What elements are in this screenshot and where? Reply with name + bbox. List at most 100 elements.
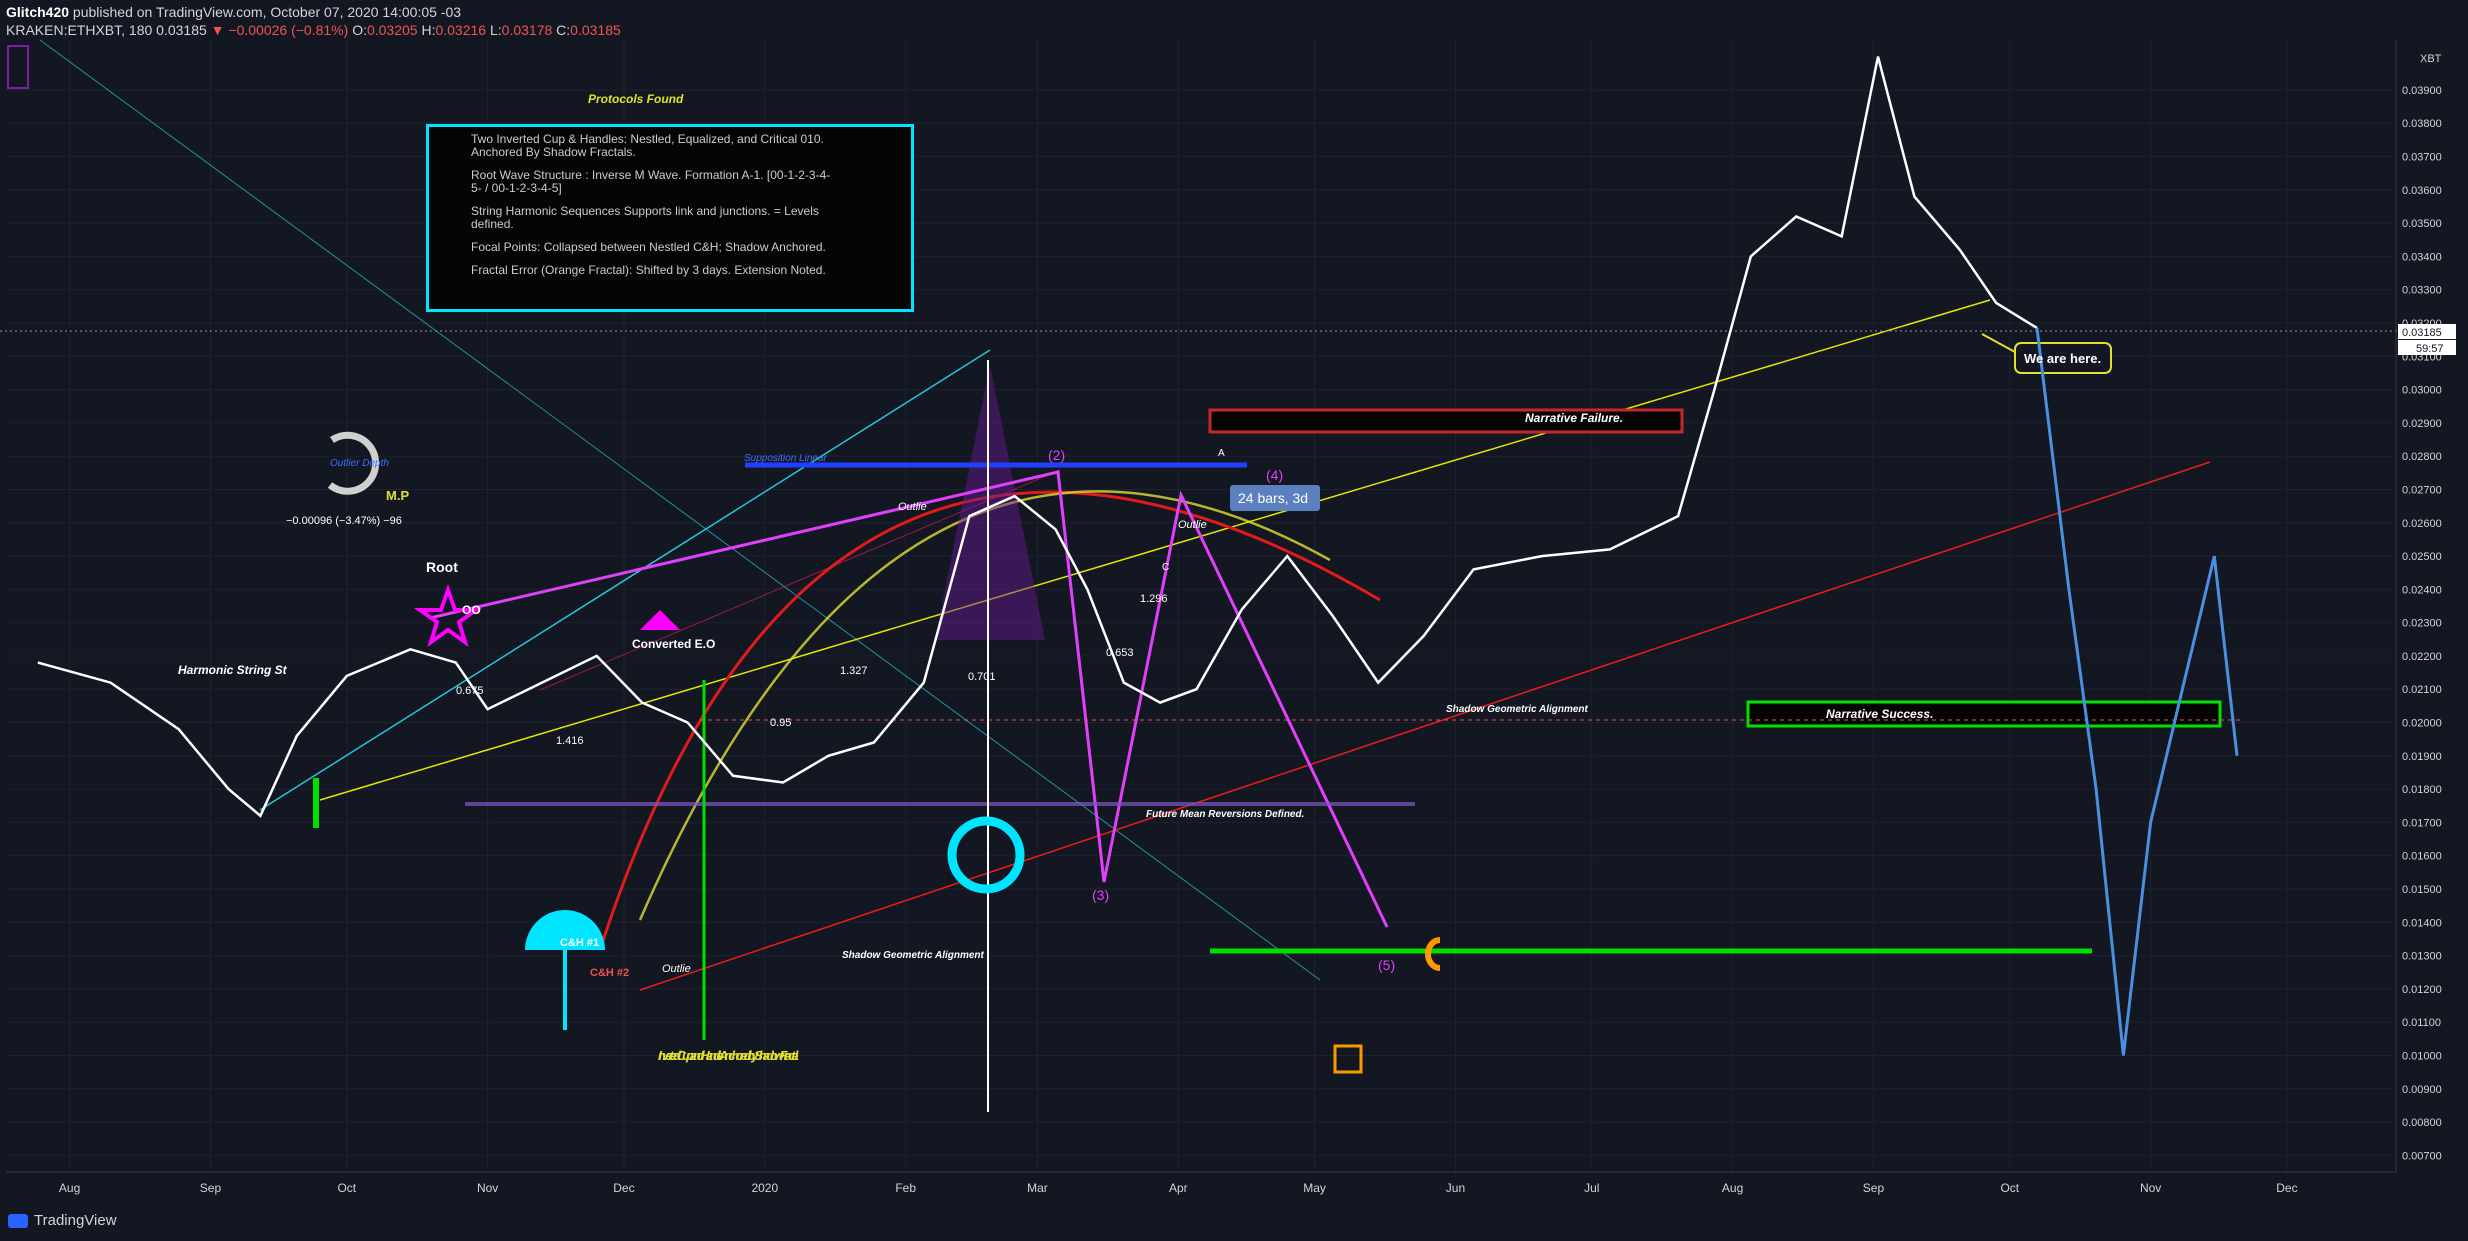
y-tick-label: 0.02800 <box>2402 451 2442 463</box>
tradingview-footer[interactable]: TradingView <box>8 1212 117 1229</box>
supposition-label: Supposition Linear <box>744 453 828 464</box>
we-are-here-label: We are here. <box>2024 351 2101 366</box>
y-tick-label: 0.00800 <box>2402 1117 2442 1129</box>
y-tick-label: 0.01600 <box>2402 851 2442 863</box>
we-are-here-pointer <box>1981 333 2016 353</box>
y-tick-label: 0.03900 <box>2402 85 2442 97</box>
outlier-depth-label: Outlier Depth <box>330 458 389 469</box>
symbol-header: KRAKEN:ETHXBT, 180 0.03185 ▼ −0.00026 (−… <box>6 22 621 38</box>
wave-3-label: (3) <box>1092 887 1109 903</box>
protocols-info-box: Two Inverted Cup & Handles: Nestled, Equ… <box>426 124 914 312</box>
y-tick-label: 0.01500 <box>2402 884 2442 896</box>
close-label: C: <box>556 22 571 38</box>
tradingview-logo-icon <box>8 1213 28 1228</box>
y-tick-label: 0.01200 <box>2402 984 2442 996</box>
price-scale-tags: XBT 0.03185 59:57 <box>2398 53 2456 355</box>
fib-0653-label: 0.653 <box>1106 647 1134 659</box>
outlier-label-b: Outlie <box>1178 519 1207 531</box>
current-price-tag <box>2398 324 2456 339</box>
x-tick-label: Nov <box>2140 1181 2161 1195</box>
info-line: String Harmonic Sequences Supports link … <box>471 204 819 231</box>
info-line: Root Wave Structure : Inverse M Wave. Fo… <box>471 168 831 195</box>
projection-line <box>2035 327 2239 1056</box>
wave-4-label: (4) <box>1266 467 1283 483</box>
y-tick-label: 0.01800 <box>2402 784 2442 796</box>
y-tick-label: 0.03000 <box>2402 385 2442 397</box>
y-tick-label: 0.01000 <box>2402 1050 2442 1062</box>
bars-label-box <box>1230 485 1320 511</box>
y-tick-label: 0.02600 <box>2402 518 2442 530</box>
magenta-star-icon <box>413 583 483 647</box>
shadow-alignment-upper: Shadow Geometric Alignment <box>1446 704 1589 715</box>
ch2-label: C&H #2 <box>590 967 629 979</box>
future-mean-label: Future Mean Reversions Defined. <box>1146 809 1304 820</box>
high-value: 0.03216 <box>435 22 487 38</box>
chart-drawings <box>0 39 2400 1112</box>
info-line: Fractal Error (Orange Fractal): Shifted … <box>471 263 826 277</box>
bars-label: 24 bars, 3d <box>1238 490 1308 506</box>
publish-info: published on TradingView.com, October 07… <box>72 4 462 20</box>
current-price-text: 0.03185 <box>2402 327 2442 339</box>
point-a-label: A <box>1218 448 1225 459</box>
y-tick-label: 0.03700 <box>2402 152 2442 164</box>
y-tick-label: 0.01300 <box>2402 951 2442 963</box>
y-tick-label: 0.03600 <box>2402 185 2442 197</box>
y-tick-label: 0.03500 <box>2402 218 2442 230</box>
shadow-alignment-lower: Shadow Geometric Alignment <box>842 950 985 961</box>
countdown-text: 59:57 <box>2416 343 2444 355</box>
y-tick-label: 0.02400 <box>2402 584 2442 596</box>
cyan-clock-icon <box>947 816 1025 894</box>
x-tick-label: Mar <box>1027 1181 1048 1195</box>
y-tick-label: 0.01700 <box>2402 817 2442 829</box>
narrative-success-label: Narrative Success. <box>1826 707 1933 721</box>
y-tick-label: 0.01400 <box>2402 917 2442 929</box>
info-line: Two Inverted Cup & Handles: Nestled, Equ… <box>471 132 824 159</box>
narrative-success-box <box>1746 700 2222 728</box>
cyan-trendline-b <box>259 349 991 811</box>
inverted-cup-label: Inverted Cup and Handle Anchored by Shad… <box>658 1048 799 1063</box>
y-tick-label: 0.02200 <box>2402 651 2442 663</box>
x-tick-label: Feb <box>895 1181 916 1195</box>
y-tick-label: 0.02900 <box>2402 418 2442 430</box>
price-change: −0.00026 (−0.81%) <box>228 22 349 38</box>
yellow-arc <box>638 490 1331 921</box>
root-label: Root <box>426 559 458 575</box>
y-tick-label: 0.02300 <box>2402 618 2442 630</box>
y-tick-label: 0.03800 <box>2402 118 2442 130</box>
y-tick-label: 0.00900 <box>2402 1084 2442 1096</box>
converted-label: Converted E.O <box>632 637 715 651</box>
fib-0701-label: 0.701 <box>968 671 996 683</box>
outlier-label-a: Outlie <box>898 501 927 513</box>
author-name: Glitch420 <box>6 4 70 20</box>
close-value: 0.03185 <box>570 22 621 38</box>
low-label: L: <box>489 22 502 38</box>
y-tick-label: 0.00700 <box>2402 1150 2442 1162</box>
purple-triangle <box>935 365 1045 640</box>
purple-marker-box <box>7 45 29 89</box>
x-tick-label: May <box>1303 1181 1326 1195</box>
chart-axes: 0.03900 0.03800 0.03700 0.03600 0.03500 0.034… <box>6 40 2442 1195</box>
y-tick-label: 0.03400 <box>2402 251 2442 263</box>
x-tick-label: Nov <box>477 1181 498 1195</box>
chart-labels: Protocols Found Narrative Failure. Narra… <box>178 92 2101 1063</box>
x-tick-label: Oct <box>2000 1181 2019 1195</box>
price-line <box>37 56 2038 818</box>
magenta-triangle-icon <box>640 610 680 630</box>
narrative-failure-box <box>1208 408 1684 434</box>
harmonic-label: Harmonic String St <box>178 663 288 677</box>
tradingview-brand: TradingView <box>34 1212 117 1229</box>
oo-label: OO <box>462 603 481 617</box>
chart-grid <box>6 40 2396 1172</box>
wave-5-label: (5) <box>1378 957 1395 973</box>
x-tick-label: Sep <box>1863 1181 1885 1195</box>
outlier-change-label: −0.00096 (−3.47%) −96 <box>286 515 402 527</box>
pink-trendline <box>539 469 1061 691</box>
red-trendline <box>639 461 2211 991</box>
fib-095-label: 0.95 <box>770 717 791 729</box>
y-tick-label: 0.01900 <box>2402 751 2442 763</box>
outlier-label-c: Outlie <box>662 963 691 975</box>
ch1-label: C&H #1 <box>560 937 599 949</box>
magenta-wave <box>429 470 1389 928</box>
orange-euro-icon <box>1425 937 1441 971</box>
